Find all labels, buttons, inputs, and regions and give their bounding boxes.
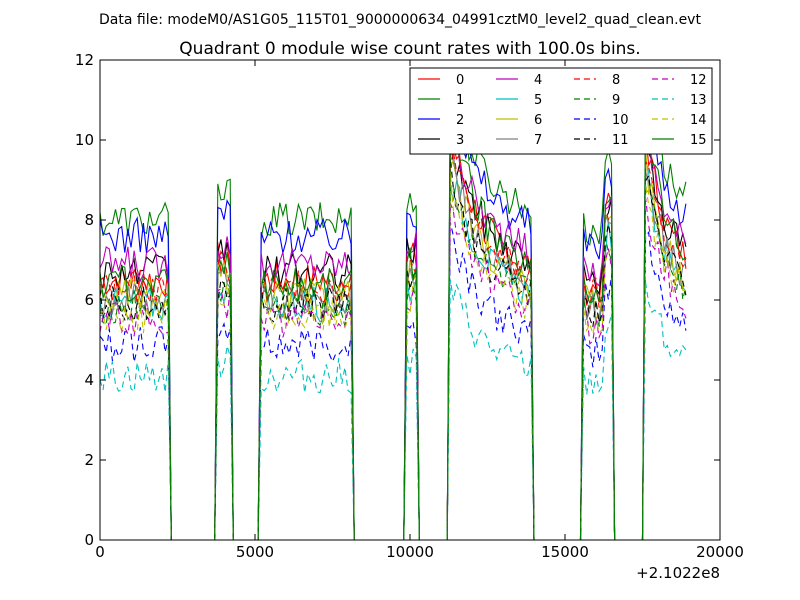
x-tick-label-0: 0: [95, 543, 105, 561]
legend-label-14: 14: [690, 113, 707, 128]
legend-label-4: 4: [534, 73, 542, 88]
series-line-10: [100, 222, 687, 540]
series-line-5: [100, 158, 687, 540]
y-tick-label-5: 10: [75, 131, 94, 149]
x-tick-label-1: 5000: [236, 543, 274, 561]
y-tick-label-4: 8: [84, 211, 94, 229]
x-tick-label-2: 10000: [386, 543, 434, 561]
x-tick-label-4: 20000: [696, 543, 744, 561]
y-tick-label-1: 2: [84, 451, 94, 469]
series-line-0: [100, 133, 687, 540]
chart-title: Quadrant 0 module wise count rates with …: [179, 39, 640, 59]
legend-label-1: 1: [456, 93, 464, 108]
legend-label-13: 13: [690, 93, 707, 108]
series-line-1: [100, 78, 687, 540]
legend-label-2: 2: [456, 113, 464, 128]
series-layer: [100, 78, 687, 540]
series-line-7: [100, 148, 687, 540]
series-line-2: [100, 95, 687, 540]
legend-label-3: 3: [456, 133, 464, 148]
series-line-12: [100, 197, 687, 540]
y-tick-label-0: 0: [84, 531, 94, 549]
x-tick-label-3: 15000: [541, 543, 589, 561]
legend-label-5: 5: [534, 93, 542, 108]
legend-box: [409, 67, 713, 155]
legend-label-12: 12: [690, 73, 707, 88]
series-line-6: [100, 147, 686, 540]
x-offset-label: +2.1022e8: [636, 564, 720, 582]
series-line-13: [100, 279, 687, 540]
legend-label-9: 9: [612, 93, 620, 108]
plot-frame: [99, 59, 721, 541]
legend-label-7: 7: [534, 133, 542, 148]
series-line-8: [100, 151, 687, 540]
series-line-3: [100, 132, 687, 540]
legend-label-8: 8: [612, 73, 620, 88]
legend-label-6: 6: [534, 113, 542, 128]
chart-suptitle: Data file: modeM0/AS1G05_115T01_90000006…: [99, 12, 701, 28]
legend-label-10: 10: [612, 113, 629, 128]
y-tick-label-2: 4: [84, 371, 94, 389]
y-tick-label-6: 12: [75, 51, 94, 69]
legend-label-0: 0: [456, 73, 464, 88]
y-tick-label-3: 6: [84, 291, 94, 309]
series-line-11: [100, 158, 687, 540]
series-line-14: [100, 171, 687, 540]
series-line-15: [100, 96, 687, 540]
legend-label-11: 11: [612, 133, 629, 148]
legend-label-15: 15: [690, 133, 707, 148]
